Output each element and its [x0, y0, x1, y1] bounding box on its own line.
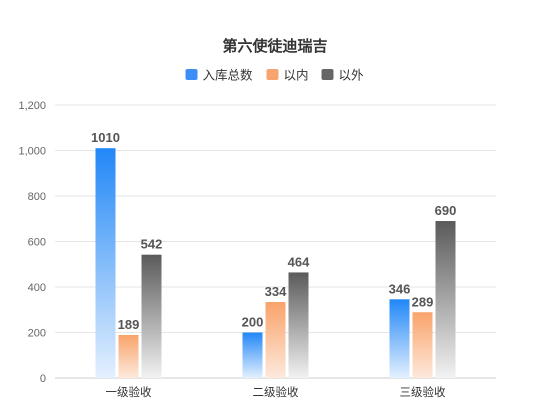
- bar: [141, 254, 162, 378]
- data-label: 690: [435, 203, 457, 218]
- bar: [288, 272, 309, 378]
- data-label: 464: [288, 254, 310, 269]
- y-tick-label: 600: [28, 237, 46, 249]
- data-label: 189: [118, 317, 140, 332]
- bar: [412, 312, 433, 378]
- bar: [242, 332, 263, 378]
- data-label: 542: [141, 237, 163, 252]
- data-label: 200: [242, 315, 264, 330]
- legend-swatch: [185, 69, 198, 80]
- bars: [95, 148, 456, 378]
- data-label: 1010: [91, 130, 120, 145]
- y-axis: 0 200 400 600 800 1,000 1,200: [18, 100, 46, 385]
- legend-label: 入库总数: [203, 68, 254, 83]
- bar: [389, 299, 410, 378]
- x-tick-label: 三级验收: [400, 385, 446, 399]
- y-tick-label: 800: [28, 191, 46, 203]
- y-tick-label: 0: [40, 373, 46, 385]
- x-axis: 一级验收 二级验收 三级验收: [106, 385, 446, 399]
- y-tick-label: 400: [28, 282, 46, 294]
- bar: [435, 221, 456, 378]
- data-label: 346: [389, 281, 411, 296]
- legend: 入库总数 以内 以外: [185, 68, 365, 83]
- x-tick-label: 一级验收: [106, 385, 152, 399]
- y-tick-label: 1,200: [18, 100, 46, 112]
- legend-label: 以内: [284, 68, 309, 83]
- legend-label: 以外: [339, 68, 365, 83]
- y-tick-label: 1,000: [18, 146, 46, 158]
- x-tick-label: 二级验收: [253, 385, 299, 399]
- legend-swatch: [266, 69, 279, 80]
- data-label: 289: [412, 294, 434, 309]
- chart-title: 第六使徒迪瑞吉: [222, 37, 327, 55]
- bar: [265, 302, 286, 378]
- bar: [118, 335, 139, 378]
- bar: [95, 148, 116, 378]
- data-label: 334: [265, 284, 287, 299]
- y-tick-label: 200: [28, 328, 46, 340]
- legend-swatch: [321, 69, 334, 80]
